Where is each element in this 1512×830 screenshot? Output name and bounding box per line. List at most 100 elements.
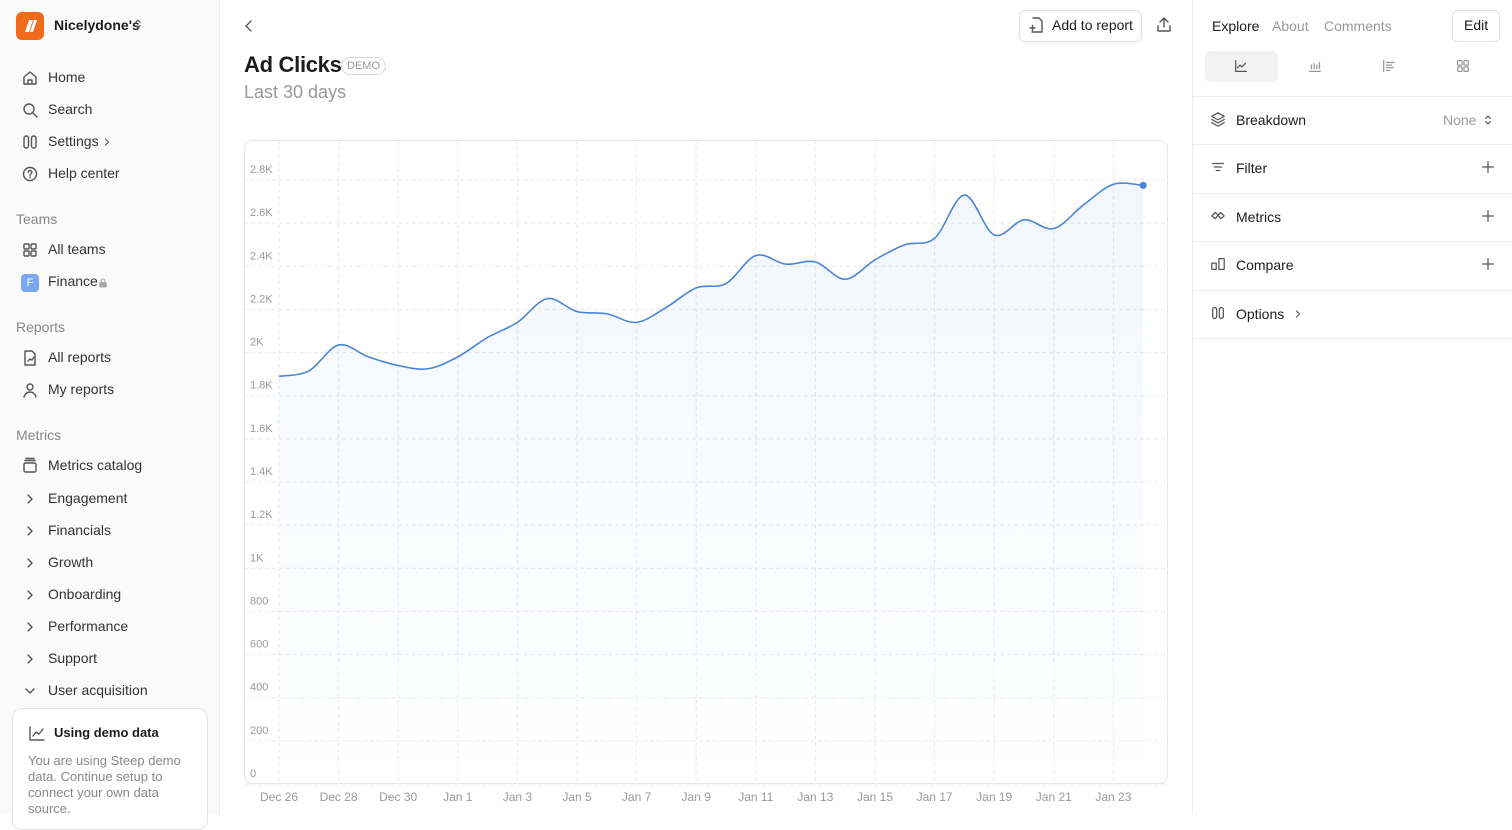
y-tick-label: 2K: [250, 337, 264, 349]
workspace-name[interactable]: Nicelydone's: [54, 17, 140, 33]
icon: [21, 133, 39, 151]
panel-row-label[interactable]: Breakdown: [1236, 112, 1307, 128]
icon: [1210, 111, 1226, 127]
right-panel: [1192, 0, 1512, 814]
chart-subtitle: Last 30 days: [244, 82, 347, 102]
tab[interactable]: Explore: [1212, 18, 1260, 34]
x-tick-label: Jan 5: [562, 790, 592, 804]
panel-row-label[interactable]: Metrics: [1236, 208, 1282, 225]
add-to-report-button[interactable]: [1019, 10, 1142, 42]
demo-card: [12, 708, 208, 830]
nav-item[interactable]: Home: [48, 69, 86, 85]
x-tick-label: Jan 11: [738, 790, 773, 804]
x-tick-label: Jan 15: [857, 790, 893, 804]
icon: [21, 586, 39, 604]
demo-title: Using demo data: [54, 725, 159, 740]
icon: [1210, 159, 1226, 175]
nav-item[interactable]: Performance: [48, 618, 129, 634]
tab[interactable]: Comments: [1324, 18, 1392, 34]
team-badge: F: [21, 274, 39, 292]
edit-button[interactable]: [1452, 10, 1500, 42]
icon: [28, 724, 46, 742]
x-tick-label: Jan 19: [976, 790, 1012, 804]
panel-row-border: [1193, 192, 1512, 194]
icon: [240, 17, 258, 35]
nav-item[interactable]: Onboarding: [48, 586, 122, 602]
nav-item[interactable]: User acquisition: [48, 682, 148, 698]
panel-row-border: [1193, 241, 1512, 243]
icon: [1155, 16, 1173, 34]
x-tick-label: Dec 30: [379, 790, 417, 804]
x-tick-label: Jan 23: [1095, 790, 1131, 804]
nav-item[interactable]: Finance: [48, 273, 98, 289]
nav-item[interactable]: Support: [48, 650, 98, 666]
x-tick-label: Jan 3: [503, 790, 533, 804]
icon: [21, 349, 39, 367]
icon: [1210, 305, 1226, 321]
panel-row-border: [1193, 144, 1512, 146]
nav-item[interactable]: Engagement: [48, 490, 128, 506]
icon: [21, 241, 39, 259]
x-tick-label: Jan 1: [443, 790, 473, 804]
panel-row-label[interactable]: Options: [1236, 305, 1285, 322]
y-tick-label: 1.8K: [250, 380, 273, 392]
chart-title: Ad Clicks: [244, 52, 342, 77]
y-tick-label: 2.6K: [250, 207, 273, 219]
nav-item[interactable]: My reports: [48, 381, 115, 397]
x-tick-label: Dec 28: [320, 790, 358, 804]
icon: [1210, 208, 1226, 224]
icon: [21, 682, 39, 700]
x-tick-label: Jan 9: [682, 790, 712, 804]
icon: [1480, 256, 1496, 272]
section-label: Reports: [16, 319, 66, 335]
x-tick-label: Jan 21: [1036, 790, 1072, 804]
nav-item[interactable]: All reports: [48, 349, 112, 365]
edit-label: Edit: [1464, 17, 1489, 33]
icon: [21, 522, 39, 540]
nav-item[interactable]: Settings: [48, 133, 99, 149]
y-tick-label: 0: [250, 768, 256, 780]
area: [279, 183, 1144, 784]
panel-row-label[interactable]: Filter: [1236, 160, 1268, 177]
icon: [21, 101, 39, 119]
icon: [21, 165, 39, 183]
icon: [97, 276, 109, 288]
y-tick-label: 2.2K: [250, 293, 273, 305]
chart: 0 200 400 600 800 1K 1.2K 1.4K 1.6K 1.8K 2K 2.2K 2.4…: [244, 140, 1168, 804]
nav-item[interactable]: Search: [48, 101, 93, 117]
icon: [131, 17, 145, 31]
y-tick-label: 800: [250, 595, 268, 607]
nav-item[interactable]: All teams: [48, 241, 106, 257]
panel-row-value: None: [1443, 112, 1477, 128]
icon: [1210, 256, 1226, 272]
nav-item[interactable]: Metrics catalog: [48, 457, 143, 473]
y-tick-label: 600: [250, 639, 268, 651]
icon: [21, 381, 39, 399]
demo-badge: DEMO: [341, 57, 386, 75]
icon: [1481, 113, 1495, 127]
nav-item[interactable]: Financials: [48, 522, 112, 538]
icon: [21, 618, 39, 636]
button-label: Add to report: [1052, 17, 1133, 33]
x-tick-label: Jan 13: [797, 790, 833, 804]
panel-row-border: [1193, 96, 1512, 97]
icon: [1233, 58, 1249, 74]
line: [278, 182, 1144, 378]
nav-item[interactable]: Growth: [48, 554, 94, 570]
nav-item[interactable]: Help center: [48, 165, 120, 181]
last-point: [1139, 181, 1147, 189]
x-tick-label: Jan 7: [622, 790, 652, 804]
icon: [1381, 58, 1397, 74]
y-tick-label: 2.8K: [250, 164, 273, 176]
tab[interactable]: About: [1272, 18, 1309, 34]
panel-row-border: [1193, 338, 1512, 339]
section-label: Metrics: [16, 427, 62, 443]
icon: [100, 135, 114, 149]
icon: [1480, 159, 1496, 175]
y-tick-label: 1.4K: [250, 466, 273, 478]
icon: [1307, 58, 1323, 74]
x-tick-label: Jan 17: [917, 790, 953, 804]
panel-row-label[interactable]: Compare: [1236, 257, 1294, 274]
panel-row-border: [1193, 289, 1512, 291]
